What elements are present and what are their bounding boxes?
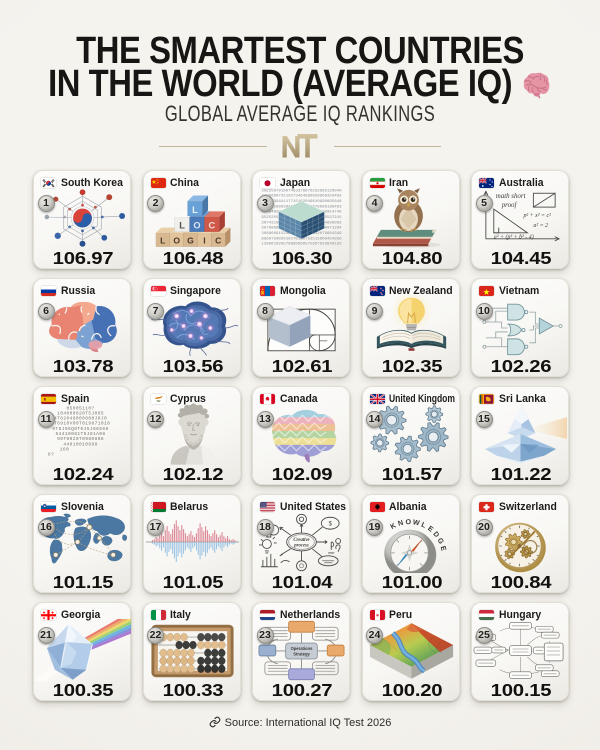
- svg-text:Creative: Creative: [293, 538, 309, 543]
- svg-text:479666972510273464686958969350: 479666972510273464686958969350492: [261, 195, 342, 199]
- svg-text:process: process: [293, 543, 309, 548]
- svg-text:L: L: [160, 236, 165, 246]
- svg-text:L: L: [419, 521, 427, 530]
- svg-text:104000020T5J005: 104000020T5J005: [57, 410, 104, 416]
- svg-text:D: D: [431, 530, 440, 539]
- svg-text:44010010898: 44010010898: [63, 441, 97, 447]
- svg-text:4T82048000800J0J0: 4T82048000800J0J0: [54, 416, 107, 422]
- svg-text:Operations: Operations: [291, 646, 314, 651]
- svg-text:K: K: [389, 521, 398, 531]
- svg-text:O: O: [173, 236, 180, 246]
- svg-text:64410081T6J81A08: 64410081T6J81A08: [56, 431, 106, 437]
- svg-text:N: N: [397, 519, 404, 528]
- svg-text:G: G: [187, 236, 194, 246]
- svg-text:8?: 8?: [48, 452, 54, 458]
- svg-text:C: C: [208, 221, 215, 231]
- svg-text:proof: proof: [501, 202, 518, 209]
- svg-text:O: O: [193, 221, 200, 231]
- svg-text:0T6910V00T019871010: 0T6910V00T019871010: [51, 421, 110, 427]
- svg-text:O: O: [405, 518, 411, 526]
- svg-text:G: G: [435, 537, 445, 546]
- svg-text:0T8J96Q0T0J5J86568: 0T8J96Q0T0J5J86568: [52, 426, 108, 432]
- svg-text:p² + x² = c²: p² + x² = c²: [522, 213, 551, 219]
- svg-text:886075002010170188752515669454: 886075002010170188752515669454356: [261, 237, 342, 241]
- svg-text:05005110?: 05005110?: [66, 405, 94, 411]
- svg-text:$: $: [329, 522, 333, 528]
- svg-text:L: L: [179, 221, 185, 231]
- svg-text:a² = 2: a² = 2: [533, 223, 548, 229]
- svg-text:W: W: [412, 518, 420, 527]
- svg-text:398259791907483378876232860129: 398259791907483378876232860129040: [261, 189, 342, 193]
- svg-text:I: I: [203, 236, 205, 246]
- svg-text:L: L: [192, 205, 198, 215]
- svg-text:128061920579860960575667033849: 128061920579860960575667033849163: [261, 243, 342, 247]
- svg-text:C: C: [215, 236, 221, 246]
- svg-text:E: E: [438, 545, 447, 552]
- svg-text:Strategy: Strategy: [293, 651, 310, 656]
- svg-text:a² + (p³ + b² - 4): a² + (p³ + b² - 4): [494, 233, 534, 240]
- svg-text:E: E: [426, 524, 435, 533]
- svg-text:96T0020T0980808: 96T0020T0980808: [57, 436, 104, 442]
- svg-text:math short: math short: [496, 193, 527, 200]
- svg-text:160: 160: [60, 446, 69, 452]
